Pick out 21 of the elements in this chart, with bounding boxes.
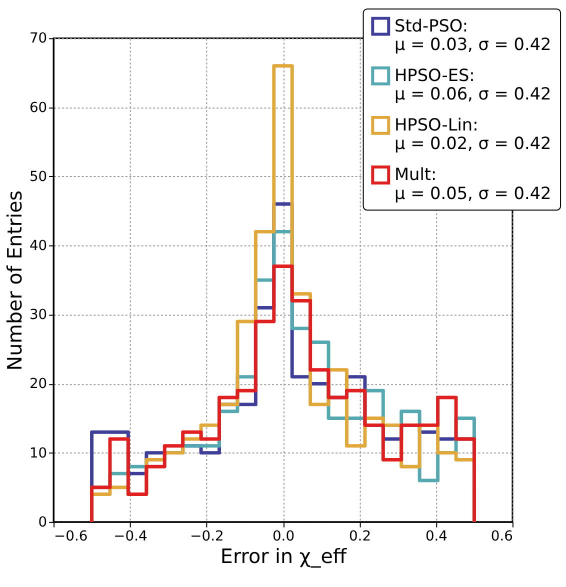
y-tick-label: 20 — [29, 376, 48, 392]
legend-label: Mult: μ = 0.05, σ = 0.42 — [394, 164, 552, 203]
y-tick-label: 0 — [38, 514, 48, 530]
x-tick-label: −0.2 — [190, 528, 224, 544]
x-tick-label: 0.2 — [348, 528, 372, 544]
x-tick-label: 0.6 — [490, 528, 513, 544]
y-axis-title: Number of Entries — [3, 190, 26, 371]
x-tick-label: −0.6 — [54, 528, 88, 544]
legend-label: Std-PSO: μ = 0.03, σ = 0.42 — [394, 15, 552, 54]
x-axis-title: Error in χ_eff — [220, 545, 348, 568]
x-tick-label: 0.4 — [425, 528, 448, 544]
x-tick-label: −0.4 — [114, 528, 148, 544]
y-tick-label: 30 — [29, 307, 48, 324]
y-tick-label: 60 — [29, 100, 48, 116]
y-tick-label: 70 — [29, 30, 48, 47]
x-tick-label: 0.0 — [272, 528, 295, 544]
legend-label: HPSO-ES: μ = 0.06, σ = 0.42 — [394, 64, 552, 104]
y-tick-label: 10 — [29, 445, 48, 462]
y-tick-label: 40 — [29, 238, 48, 254]
legend-label: HPSO-Lin: μ = 0.02, σ = 0.42 — [394, 114, 552, 154]
y-tick-label: 50 — [29, 168, 48, 185]
